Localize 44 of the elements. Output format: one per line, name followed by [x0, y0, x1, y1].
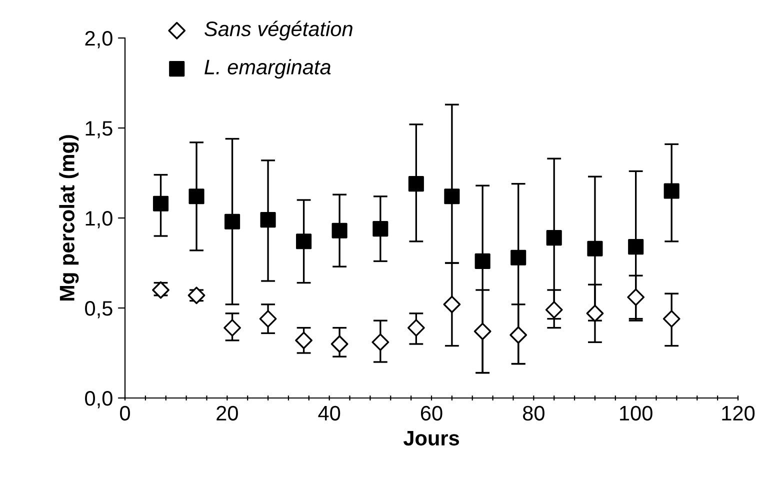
y-tick-label: 0,5	[85, 301, 112, 318]
point	[662, 310, 680, 328]
point	[586, 304, 604, 322]
y-axis-title: Mg percolat (mg)	[59, 135, 79, 301]
point	[224, 319, 241, 336]
point	[259, 310, 277, 328]
point	[474, 253, 490, 269]
point	[474, 322, 492, 340]
legend-label: Sans végétation	[204, 20, 352, 40]
x-tick-label: 60	[420, 406, 442, 421]
point	[260, 212, 276, 228]
point	[372, 334, 390, 351]
x-tick-label: 80	[522, 406, 544, 421]
point	[443, 296, 461, 314]
legend-label: L. emarginata	[204, 59, 331, 79]
point	[152, 196, 169, 212]
x-tick-label: 0	[120, 406, 130, 421]
point	[295, 332, 312, 350]
point	[587, 240, 603, 256]
y-tick-label: 2,0	[85, 31, 112, 48]
point	[407, 319, 425, 336]
point	[224, 214, 240, 230]
x-tick-label: 100	[620, 406, 652, 421]
point	[664, 183, 680, 199]
y-tick-label: 1,0	[86, 211, 112, 228]
y-tick-label: 0,0	[85, 391, 112, 408]
x-axis-title: Jours	[403, 431, 460, 446]
point	[296, 234, 312, 250]
point	[330, 335, 348, 353]
point	[627, 288, 645, 306]
point	[332, 222, 348, 238]
x-tick-label: 120	[722, 406, 755, 421]
point	[510, 250, 526, 266]
y-tick-label: 1,5	[86, 121, 112, 138]
point	[188, 188, 204, 204]
x-tick-label: 40	[318, 406, 340, 421]
point	[545, 301, 563, 318]
point	[408, 176, 424, 192]
point	[510, 326, 528, 344]
x-tick-label: 20	[216, 406, 238, 421]
point	[372, 221, 388, 237]
point	[628, 239, 644, 255]
point	[444, 188, 460, 204]
point	[546, 230, 562, 246]
